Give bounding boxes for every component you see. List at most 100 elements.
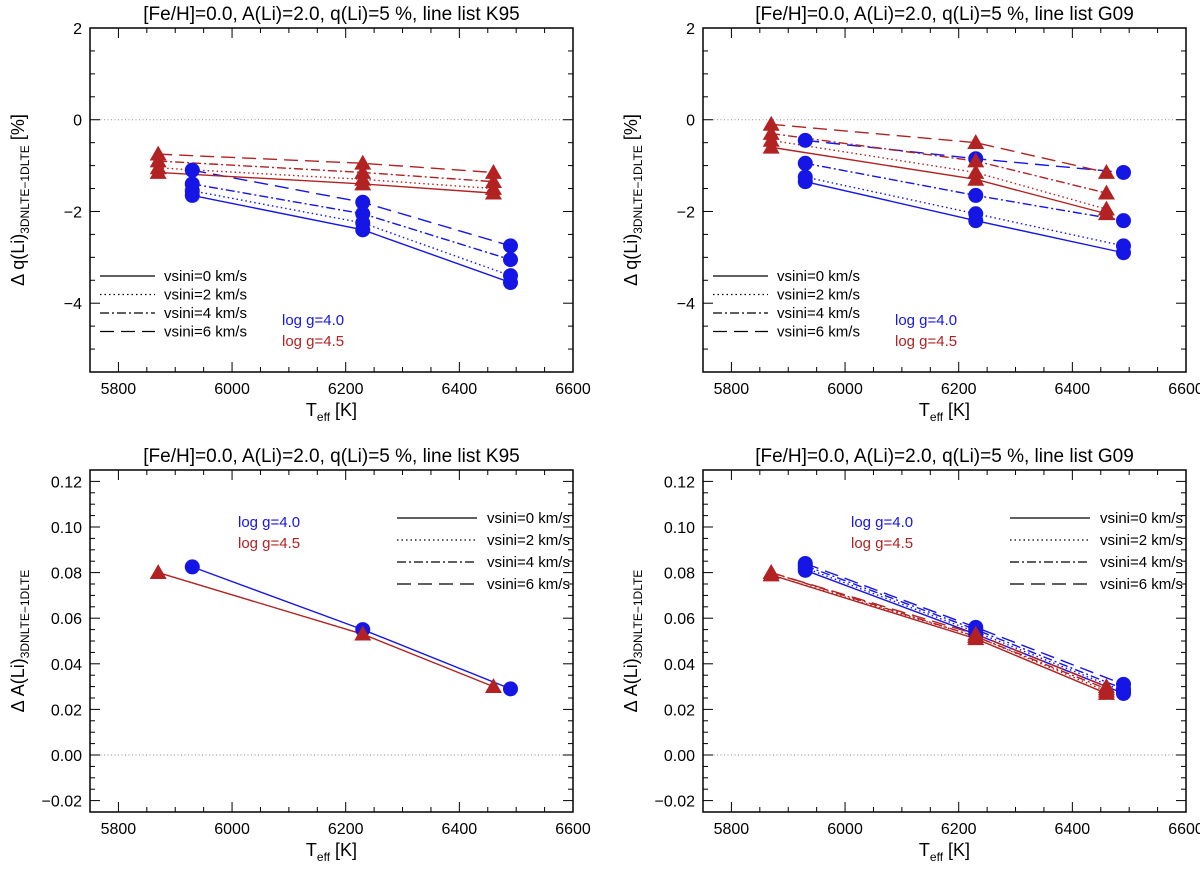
series-line-logg45-vsini4	[771, 132, 1107, 194]
series-line-logg40-vsini2	[805, 176, 1124, 247]
series-line-logg45-vsini6	[771, 123, 1107, 174]
data-point-triangle	[149, 145, 167, 161]
series-line-logg40-vsini0	[805, 180, 1124, 254]
x-axis-label: Teff [K]	[306, 840, 357, 864]
y-tick-label: 0.10	[664, 520, 695, 537]
x-axis-label-subscript: eff	[317, 850, 331, 864]
data-point-triangle	[354, 163, 372, 179]
data-point-triangle	[354, 154, 372, 170]
legend-label-vsini4: vsini=4 km/s	[487, 554, 570, 571]
series-line-logg40-vsini2	[805, 567, 1124, 692]
legend-label-vsini2: vsini=2 km/s	[487, 532, 570, 549]
y-tick-label: 0.00	[664, 748, 695, 765]
y-tick-label: 0.08	[664, 566, 695, 583]
legend-label-logg40: log g=4.0	[238, 514, 300, 531]
x-tick-label: 6200	[941, 381, 977, 398]
x-tick-label: 6200	[328, 381, 364, 398]
y-tick-label: 2	[686, 21, 695, 38]
data-point-triangle	[967, 152, 985, 168]
series-line-logg45-vsini2	[158, 167, 494, 190]
y-tick-label: 0.12	[51, 474, 82, 491]
y-axis-label-main: Δ A(Li)	[8, 658, 28, 712]
data-point-triangle	[967, 134, 985, 150]
legend-label-logg45: log g=4.5	[282, 333, 344, 350]
data-point-circle	[502, 238, 518, 254]
x-axis-label-main: T	[306, 840, 317, 860]
data-point-triangle	[1097, 200, 1115, 216]
plot-frame	[702, 27, 1187, 373]
data-point-circle	[1115, 164, 1131, 180]
data-point-circle	[184, 162, 200, 178]
series-line-logg45-vsini6	[770, 571, 1107, 688]
legend-label-vsini4: vsini=4 km/s	[777, 305, 860, 322]
series-group	[149, 559, 518, 697]
y-tick-label: 0.08	[51, 566, 82, 583]
series-group	[762, 555, 1131, 701]
legend-label-vsini6: vsini=6 km/s	[164, 324, 247, 341]
x-axis-label: Teff [K]	[306, 400, 357, 424]
data-point-triangle	[762, 124, 780, 140]
logg-legend: log g=4.0 log g=4.5	[851, 514, 913, 552]
chart-title: [Fe/H]=0.0, A(Li)=2.0, q(Li)=5 %, line l…	[143, 4, 520, 25]
legend-label-vsini0: vsini=0 km/s	[487, 510, 570, 527]
x-axis-label-main: T	[919, 840, 930, 860]
legend-label-vsini0: vsini=0 km/s	[777, 268, 860, 285]
data-point-circle	[1115, 238, 1131, 254]
y-tick-label: 0.06	[51, 611, 82, 628]
legend-label-logg40: log g=4.0	[851, 514, 913, 531]
y-axis-label-main: Δ q(Li)	[621, 234, 641, 286]
data-point-circle	[797, 169, 813, 185]
y-axis-label-subscript: 3DNLTE−1DLTE	[18, 145, 32, 234]
data-point-triangle	[967, 625, 985, 641]
data-point-triangle	[149, 564, 167, 579]
data-point-circle	[355, 206, 371, 222]
y-tick-label: 0.02	[51, 702, 82, 719]
y-tick-label: 0.06	[664, 611, 695, 628]
y-tick-label: −2	[64, 204, 82, 221]
plot-frame	[89, 27, 574, 373]
logg-legend: log g=4.0 log g=4.5	[282, 312, 344, 350]
x-tick-label: 6600	[555, 821, 591, 838]
y-tick-label: 0.04	[664, 657, 695, 674]
data-point-circle	[184, 559, 200, 575]
x-axis-label-unit: [K]	[330, 840, 357, 860]
logg-legend: log g=4.0 log g=4.5	[238, 514, 300, 552]
y-tick-label: 0.02	[664, 702, 695, 719]
x-axis-label-main: T	[306, 400, 317, 420]
series-line-logg40-vsini6	[805, 562, 1124, 685]
y-tick-label: 2	[73, 21, 82, 38]
y-tick-label: −0.02	[42, 794, 83, 811]
x-axis-label-subscript: eff	[317, 410, 331, 424]
chart-title: [Fe/H]=0.0, A(Li)=2.0, q(Li)=5 %, line l…	[143, 446, 520, 467]
data-point-circle	[1115, 213, 1131, 229]
panel-3: [Fe/H]=0.0, A(Li)=2.0, q(Li)=5 %, line l…	[8, 446, 591, 864]
x-tick-label: 6400	[1055, 821, 1091, 838]
legend-label-vsini6: vsini=6 km/s	[777, 324, 860, 341]
legend-label-vsini0: vsini=0 km/s	[1100, 510, 1183, 527]
series-line-logg45-vsini2	[770, 574, 1107, 692]
data-point-circle	[797, 155, 813, 171]
panel-2: [Fe/H]=0.0, A(Li)=2.0, q(Li)=5 %, line l…	[621, 4, 1200, 424]
data-point-circle	[502, 268, 518, 284]
x-axis-label-unit: [K]	[330, 400, 357, 420]
legend-label-logg45: log g=4.5	[238, 535, 300, 552]
data-point-triangle	[1097, 184, 1115, 200]
data-point-circle	[502, 252, 518, 268]
panel-4: [Fe/H]=0.0, A(Li)=2.0, q(Li)=5 %, line l…	[621, 446, 1200, 864]
series-line-logg40-vsini4	[192, 183, 511, 261]
chart-title: [Fe/H]=0.0, A(Li)=2.0, q(Li)=5 %, line l…	[755, 446, 1134, 467]
legend-label-logg45: log g=4.5	[851, 535, 913, 552]
legend-label-logg40: log g=4.0	[895, 312, 957, 329]
x-tick-label: 6400	[442, 821, 478, 838]
data-point-circle	[797, 132, 813, 148]
y-tick-label: 0.00	[51, 748, 82, 765]
y-tick-label: −0.02	[655, 794, 696, 811]
x-axis-label-unit: [K]	[943, 840, 970, 860]
x-tick-label: 5800	[714, 381, 750, 398]
series-line-logg45-vsini2	[771, 139, 1107, 210]
x-axis-label: Teff [K]	[919, 840, 970, 864]
